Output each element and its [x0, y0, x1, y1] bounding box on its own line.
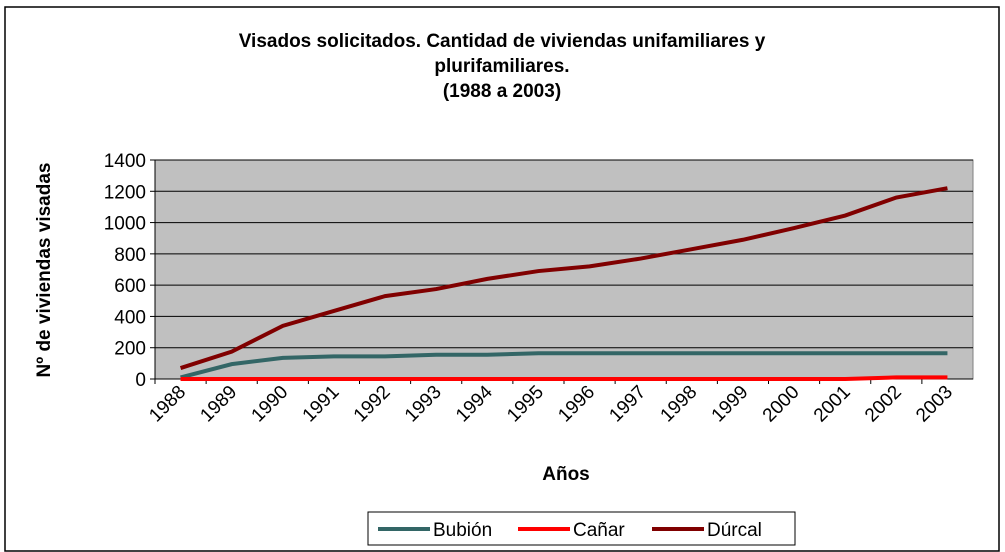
x-axis-label: Años [542, 464, 590, 485]
y-tick-label: 1200 [104, 182, 146, 203]
legend-label: Bubión [433, 520, 492, 541]
legend [367, 511, 796, 546]
y-tick-label: 1400 [104, 151, 146, 172]
y-tick-label: 1000 [104, 214, 146, 235]
y-tick-label: 400 [114, 307, 146, 328]
legend-label: Dúrcal [707, 520, 762, 541]
y-tick-label: 0 [135, 370, 146, 391]
series-line [179, 186, 948, 370]
series-line [180, 351, 948, 380]
chart-title: Visados solicitados. Cantidad de viviend… [239, 31, 766, 52]
y-tick-label: 200 [114, 339, 146, 360]
y-tick-label: 800 [114, 245, 146, 266]
legend-label: Cañar [573, 520, 625, 541]
y-axis-label: Nº de viviendas visadas [34, 163, 55, 378]
chart-title: (1988 a 2003) [443, 81, 561, 102]
series-line [180, 375, 948, 381]
chart-title: plurifamiliares. [434, 56, 569, 77]
y-tick-label: 600 [114, 276, 146, 297]
